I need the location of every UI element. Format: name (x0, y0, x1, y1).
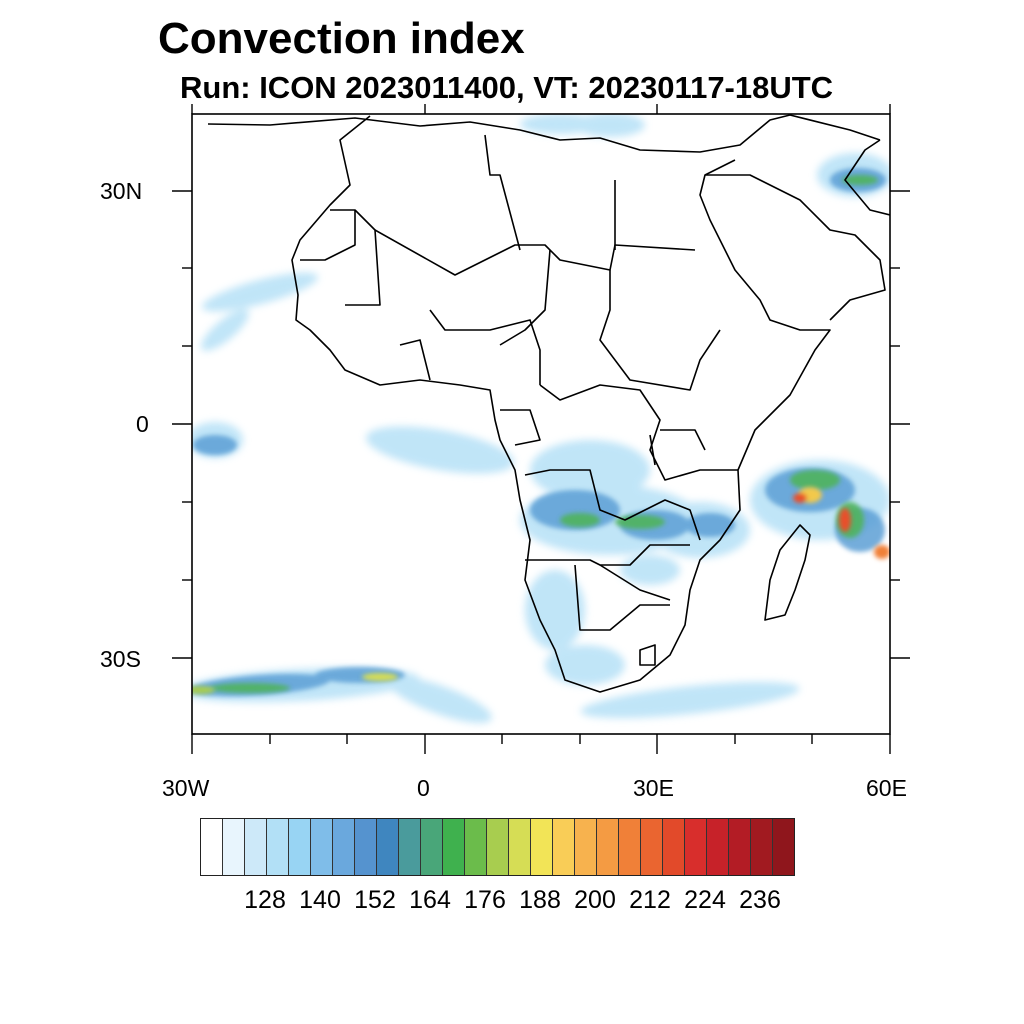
axis-ticks (172, 104, 910, 754)
colorbar-swatch (531, 819, 553, 875)
colorbar-label: 164 (409, 886, 451, 914)
colorbar-swatch (575, 819, 597, 875)
y-label-30s: 30S (100, 646, 141, 672)
colorbar-swatch (201, 819, 223, 875)
colorbar-swatch (773, 819, 794, 875)
y-label-0: 0 (136, 411, 149, 437)
colorbar-swatch (729, 819, 751, 875)
colorbar-label: 236 (739, 886, 781, 914)
country-borders (207, 114, 890, 693)
colorbar-swatch (685, 819, 707, 875)
colorbar-swatch (289, 819, 311, 875)
colorbar-label: 152 (354, 886, 396, 914)
colorbar-swatch (465, 819, 487, 875)
colorbar-swatch (641, 819, 663, 875)
colorbar-swatch (333, 819, 355, 875)
colorbar-swatch (751, 819, 773, 875)
x-label-0: 0 (417, 775, 430, 801)
colorbar-swatch (421, 819, 443, 875)
x-label-30e: 30E (633, 775, 674, 801)
colorbar-swatch (663, 819, 685, 875)
colorbar-swatch (707, 819, 729, 875)
colorbar-swatch (267, 819, 289, 875)
colorbar-label: 128 (244, 886, 286, 914)
convection-shading-low (192, 114, 890, 723)
colorbar-swatch (553, 819, 575, 875)
colorbar (200, 818, 795, 876)
colorbar-label: 200 (574, 886, 616, 914)
colorbar-label: 224 (684, 886, 726, 914)
colorbar-swatch (355, 819, 377, 875)
chart-subtitle: Run: ICON 2023011400, VT: 20230117-18UTC (180, 70, 834, 105)
colorbar-swatch (399, 819, 421, 875)
colorbar-swatch (245, 819, 267, 875)
colorbar-label: 176 (464, 886, 506, 914)
chart-title: Convection index (158, 14, 525, 63)
colorbar-swatch (597, 819, 619, 875)
colorbar-label: 188 (519, 886, 561, 914)
colorbar-swatch (619, 819, 641, 875)
colorbar-swatch (377, 819, 399, 875)
colorbar-swatch (509, 819, 531, 875)
colorbar-swatch (311, 819, 333, 875)
x-label-30w: 30W (162, 775, 210, 801)
colorbar-swatch (487, 819, 509, 875)
colorbar-swatch (223, 819, 245, 875)
colorbar-swatch (443, 819, 465, 875)
y-label-30n: 30N (100, 178, 143, 204)
x-label-60e: 60E (866, 775, 907, 801)
convection-shading-peak (192, 487, 890, 694)
colorbar-label: 212 (629, 886, 671, 914)
colorbar-label: 140 (299, 886, 341, 914)
